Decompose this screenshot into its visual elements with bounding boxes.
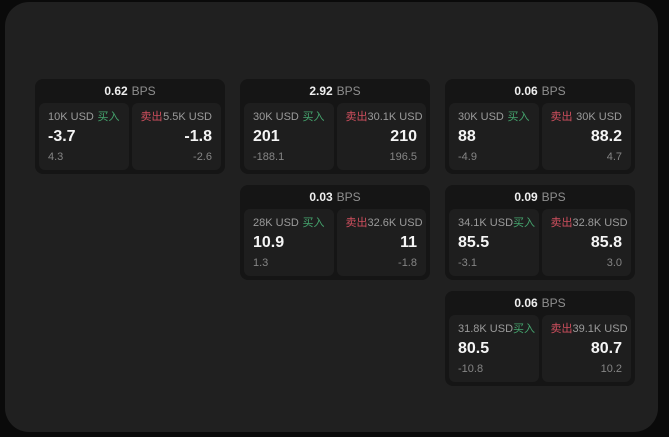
bps-value: 0.06 xyxy=(514,296,538,310)
buy-delta: 4.3 xyxy=(48,151,64,163)
panels: 28K USD 买入 10.9 1.3 卖出 32.6K USD 11 -1.8 xyxy=(240,209,430,280)
buy-panel[interactable]: 10K USD 买入 -3.7 4.3 xyxy=(39,103,129,170)
sell-price: 80.7 xyxy=(590,340,622,357)
bps-unit-label: BPS xyxy=(336,84,361,98)
sell-delta: -1.8 xyxy=(398,257,417,269)
buy-panel[interactable]: 30K USD 买入 88 -4.9 xyxy=(449,103,539,170)
buy-price: 88 xyxy=(458,128,476,145)
bps-value: 0.06 xyxy=(514,84,538,98)
quote-card[interactable]: 0.06 BPS 31.8K USD 买入 80.5 -10.8 卖出 39.1… xyxy=(445,291,635,386)
buy-panel[interactable]: 30K USD 买入 201 -188.1 xyxy=(244,103,334,170)
buy-panel[interactable]: 28K USD 买入 10.9 1.3 xyxy=(244,209,334,276)
sell-panel[interactable]: 卖出 5.5K USD -1.8 -2.6 xyxy=(131,103,221,170)
buy-side-label: 买入 xyxy=(302,217,325,229)
app-window: 0.62 BPS 10K USD 买入 -3.7 4.3 卖出 5.5K USD… xyxy=(5,2,658,432)
sell-side-label: 卖出 xyxy=(550,217,573,229)
buy-price: -3.7 xyxy=(48,128,76,145)
sell-delta: 196.5 xyxy=(389,151,417,163)
panels: 34.1K USD 买入 85.5 -3.1 卖出 32.8K USD 85.8… xyxy=(445,209,635,280)
sell-panel[interactable]: 卖出 32.6K USD 11 -1.8 xyxy=(336,209,426,276)
sell-amount: 30K USD xyxy=(576,111,622,123)
buy-price: 10.9 xyxy=(253,234,285,251)
buy-side-label: 买入 xyxy=(513,217,536,229)
sell-price: -1.8 xyxy=(184,128,212,145)
sell-amount: 30.1K USD xyxy=(367,111,423,123)
buy-delta: -4.9 xyxy=(458,151,477,163)
sell-amount: 5.5K USD xyxy=(163,111,212,123)
panels: 31.8K USD 买入 80.5 -10.8 卖出 39.1K USD 80.… xyxy=(445,315,635,386)
buy-side-label: 买入 xyxy=(507,111,530,123)
buy-side-label: 买入 xyxy=(302,111,325,123)
bps-unit-label: BPS xyxy=(541,296,566,310)
sell-delta: 4.7 xyxy=(606,151,622,163)
buy-amount: 10K USD xyxy=(48,111,94,123)
panels: 30K USD 买入 201 -188.1 卖出 30.1K USD 210 1… xyxy=(240,103,430,174)
quote-card[interactable]: 0.62 BPS 10K USD 买入 -3.7 4.3 卖出 5.5K USD… xyxy=(35,79,225,174)
quote-card[interactable]: 0.03 BPS 28K USD 买入 10.9 1.3 卖出 32.6K US… xyxy=(240,185,430,280)
buy-price: 80.5 xyxy=(458,340,490,357)
buy-price: 201 xyxy=(253,128,280,145)
buy-panel[interactable]: 34.1K USD 买入 85.5 -3.1 xyxy=(449,209,539,276)
bps-value: 0.03 xyxy=(309,190,333,204)
buy-price: 85.5 xyxy=(458,234,490,251)
buy-delta: -3.1 xyxy=(458,257,477,269)
buy-delta: 1.3 xyxy=(253,257,269,269)
sell-panel[interactable]: 卖出 30.1K USD 210 196.5 xyxy=(336,103,426,170)
bps-unit-label: BPS xyxy=(336,190,361,204)
buy-delta: -10.8 xyxy=(458,363,484,375)
sell-amount: 32.8K USD xyxy=(572,217,628,229)
quote-card[interactable]: 0.09 BPS 34.1K USD 买入 85.5 -3.1 卖出 32.8K… xyxy=(445,185,635,280)
bps-value: 0.62 xyxy=(104,84,128,98)
bps-unit-label: BPS xyxy=(541,190,566,204)
sell-price: 11 xyxy=(400,234,417,251)
sell-amount: 32.6K USD xyxy=(367,217,423,229)
card-header: 0.62 BPS xyxy=(35,79,225,103)
card-header: 0.06 BPS xyxy=(445,291,635,315)
buy-amount: 30K USD xyxy=(458,111,504,123)
sell-price: 85.8 xyxy=(590,234,622,251)
card-header: 2.92 BPS xyxy=(240,79,430,103)
buy-delta: -188.1 xyxy=(253,151,285,163)
sell-delta: 3.0 xyxy=(606,257,622,269)
bps-unit-label: BPS xyxy=(541,84,566,98)
buy-amount: 28K USD xyxy=(253,217,299,229)
buy-amount: 31.8K USD xyxy=(458,323,514,335)
card-header: 0.09 BPS xyxy=(445,185,635,209)
sell-side-label: 卖出 xyxy=(345,217,368,229)
buy-amount: 34.1K USD xyxy=(458,217,514,229)
card-header: 0.03 BPS xyxy=(240,185,430,209)
sell-price: 210 xyxy=(390,128,417,145)
buy-panel[interactable]: 31.8K USD 买入 80.5 -10.8 xyxy=(449,315,539,382)
sell-side-label: 卖出 xyxy=(140,111,163,123)
panels: 30K USD 买入 88 -4.9 卖出 30K USD 88.2 4.7 xyxy=(445,103,635,174)
bps-unit-label: BPS xyxy=(131,84,156,98)
bps-value: 2.92 xyxy=(309,84,333,98)
buy-side-label: 买入 xyxy=(513,323,536,335)
sell-panel[interactable]: 卖出 39.1K USD 80.7 10.2 xyxy=(541,315,631,382)
quote-card[interactable]: 2.92 BPS 30K USD 买入 201 -188.1 卖出 30.1K … xyxy=(240,79,430,174)
sell-price: 88.2 xyxy=(590,128,622,145)
buy-amount: 30K USD xyxy=(253,111,299,123)
sell-side-label: 卖出 xyxy=(345,111,368,123)
sell-delta: 10.2 xyxy=(600,363,622,375)
card-header: 0.06 BPS xyxy=(445,79,635,103)
quote-card[interactable]: 0.06 BPS 30K USD 买入 88 -4.9 卖出 30K USD 8… xyxy=(445,79,635,174)
sell-panel[interactable]: 卖出 30K USD 88.2 4.7 xyxy=(541,103,631,170)
sell-side-label: 卖出 xyxy=(550,323,573,335)
buy-side-label: 买入 xyxy=(97,111,120,123)
bps-value: 0.09 xyxy=(514,190,538,204)
sell-delta: -2.6 xyxy=(193,151,212,163)
sell-amount: 39.1K USD xyxy=(572,323,628,335)
panels: 10K USD 买入 -3.7 4.3 卖出 5.5K USD -1.8 -2.… xyxy=(35,103,225,174)
sell-side-label: 卖出 xyxy=(550,111,573,123)
sell-panel[interactable]: 卖出 32.8K USD 85.8 3.0 xyxy=(541,209,631,276)
